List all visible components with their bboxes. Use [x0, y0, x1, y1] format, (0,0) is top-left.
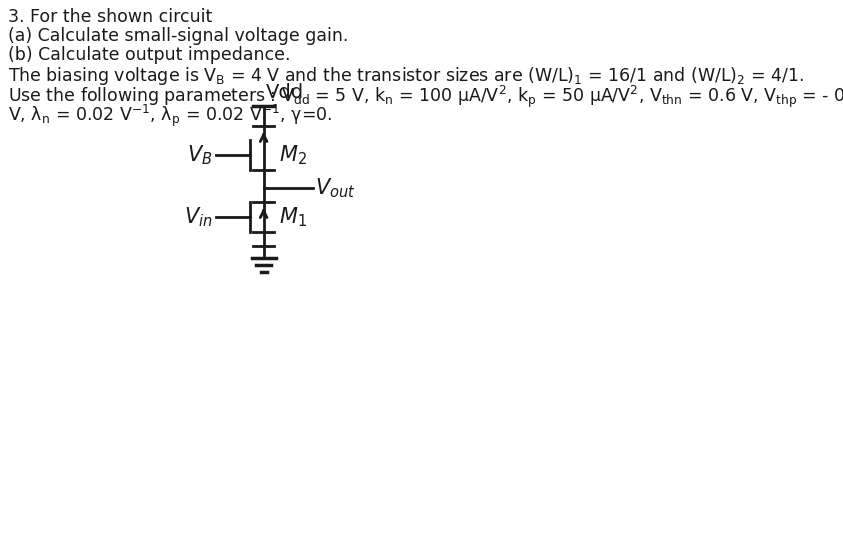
Text: V, $\mathdefault{\lambda_n}$ = 0.02 V$\mathdefault{^{-1}}$, $\mathdefault{\lambd: V, $\mathdefault{\lambda_n}$ = 0.02 V$\m…: [8, 103, 332, 129]
Text: Use the following parameters : $\mathdefault{V_{dd}}$ = 5 V, $\mathdefault{k_n}$: Use the following parameters : $\mathdef…: [8, 84, 843, 110]
Text: $M_2$: $M_2$: [279, 143, 307, 167]
Text: (a) Calculate small-signal voltage gain.: (a) Calculate small-signal voltage gain.: [8, 27, 348, 45]
Text: Vdd: Vdd: [266, 83, 304, 102]
Text: The biasing voltage is $\mathdefault{V_B}$ = 4 V and the transistor sizes are $\: The biasing voltage is $\mathdefault{V_B…: [8, 65, 803, 87]
Text: $V_{in}$: $V_{in}$: [184, 205, 212, 229]
Text: (b) Calculate output impedance.: (b) Calculate output impedance.: [8, 46, 290, 64]
Text: $M_1$: $M_1$: [279, 205, 307, 229]
Text: $V_{out}$: $V_{out}$: [314, 176, 356, 200]
Text: $V_B$: $V_B$: [187, 143, 212, 167]
Text: 3. For the shown circuit: 3. For the shown circuit: [8, 8, 212, 26]
